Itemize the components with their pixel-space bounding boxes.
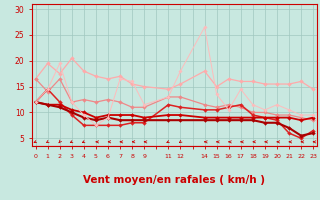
X-axis label: Vent moyen/en rafales ( km/h ): Vent moyen/en rafales ( km/h ): [84, 175, 265, 185]
